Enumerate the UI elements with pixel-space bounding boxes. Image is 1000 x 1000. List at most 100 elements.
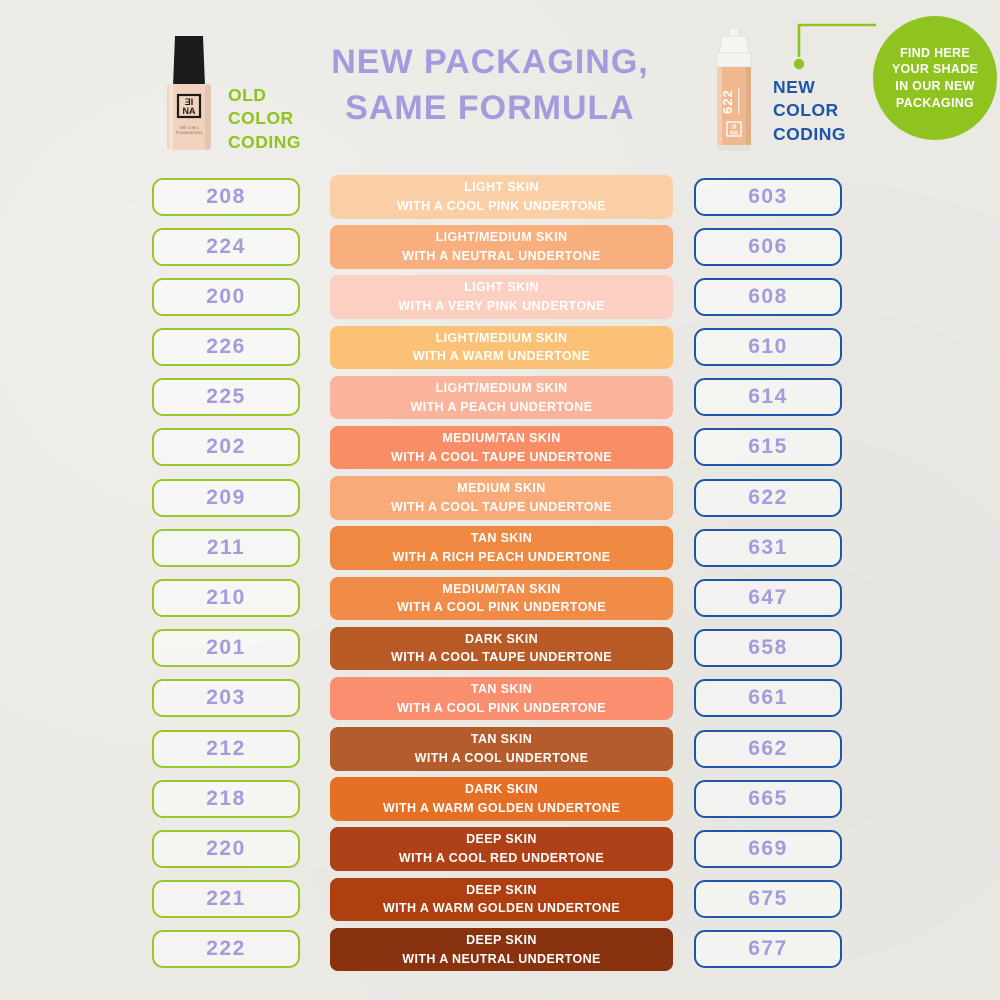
skin-description-bar: LIGHT SKIN WITH A COOL PINK UNDERTONE xyxy=(330,175,673,219)
table-row: 220 DEEP SKIN WITH A COOL RED UNDERTONE 669 xyxy=(0,824,1000,874)
new-bottle-logo-top: ƎI xyxy=(731,125,737,131)
skin-type: LIGHT/MEDIUM SKIN xyxy=(435,230,568,245)
skin-description-bar: DEEP SKIN WITH A NEUTRAL UNDERTONE xyxy=(330,927,673,972)
undertone: WITH A COOL TAUPE UNDERTONE xyxy=(391,499,612,514)
old-shade-code: 201 xyxy=(152,629,300,668)
old-shade-code: 225 xyxy=(152,378,300,417)
undertone: WITH A PEACH UNDERTONE xyxy=(410,399,593,414)
new-shade-code: 608 xyxy=(694,277,842,316)
old-shade-code: 211 xyxy=(152,528,300,567)
undertone: WITH A COOL PINK UNDERTONE xyxy=(396,600,606,615)
undertone: WITH A WARM GOLDEN UNDERTONE xyxy=(382,801,621,815)
new-shade-code: 631 xyxy=(694,528,842,567)
new-shade-code: 662 xyxy=(694,729,842,768)
new-shade-code: 665 xyxy=(694,779,842,818)
old-bottle-logo-bottom: NA xyxy=(183,106,196,116)
skin-description-bar: TAN SKIN WITH A COOL UNDERTONE xyxy=(330,727,673,771)
undertone: WITH A COOL TAUPE UNDERTONE xyxy=(391,449,612,464)
old-shade-code: 221 xyxy=(152,880,300,919)
find-shade-badge: FIND HERE YOUR SHADE IN OUR NEW PACKAGIN… xyxy=(873,16,997,140)
skin-type: DEEP SKIN xyxy=(466,832,537,847)
table-row: 222 DEEP SKIN WITH A NEUTRAL UNDERTONE 677 xyxy=(0,925,1000,975)
table-row: 212 TAN SKIN WITH A COOL UNDERTONE 662 xyxy=(0,724,1000,774)
skin-description-bar: MEDIUM/TAN SKIN WITH A COOL PINK UNDERTON… xyxy=(330,576,673,620)
new-bottle-base xyxy=(717,145,751,151)
old-shade-code: 218 xyxy=(152,779,300,818)
old-shade-code: 226 xyxy=(152,328,300,367)
table-row: 210 MEDIUM/TAN SKIN WITH A COOL PINK UNDER… xyxy=(0,574,1000,624)
old-coding-line2: COLOR xyxy=(228,108,294,129)
undertone: WITH A VERY PINK UNDERTONE xyxy=(398,299,605,314)
old-shade-code: 202 xyxy=(152,428,300,467)
new-shade-code: 603 xyxy=(694,177,842,216)
old-shade-code: 203 xyxy=(152,679,300,718)
old-shade-code: 208 xyxy=(152,177,300,216)
skin-description-bar: DEEP SKIN WITH A COOL RED UNDERTONE xyxy=(330,827,673,871)
new-shade-code: 622 xyxy=(694,478,842,517)
undertone: WITH A COOL PINK UNDERTONE xyxy=(396,700,606,715)
table-row: 211 TAN SKIN WITH A RICH PEACH UNDERTONE 63… xyxy=(0,523,1000,573)
skin-description-bar: LIGHT/MEDIUM SKIN WITH A PEACH UNDERTONE xyxy=(330,375,673,420)
undertone: WITH A COOL RED UNDERTONE xyxy=(398,851,605,866)
skin-description-bar: LIGHT SKIN WITH A VERY PINK UNDERTONE xyxy=(330,275,673,319)
new-color-coding-label: NEW COLOR CODING xyxy=(773,76,846,146)
skin-description-bar: DARK SKIN WITH A COOL TAUPE UNDERTONE xyxy=(330,626,673,671)
undertone: WITH A WARM UNDERTONE xyxy=(412,349,591,364)
skin-description-bar: MEDIUM SKIN WITH A COOL TAUPE UNDERTONE xyxy=(330,476,673,520)
old-color-coding-label: OLD COLOR CODING xyxy=(228,84,301,154)
skin-type: TAN SKIN xyxy=(470,681,533,696)
new-shade-code: 614 xyxy=(694,378,842,417)
table-row: 209 MEDIUM SKIN WITH A COOL TAUPE UNDERTON… xyxy=(0,473,1000,523)
old-bottle-text-line1: THE 3 IN 1 xyxy=(179,125,200,130)
table-row: 224 LIGHT/MEDIUM SKIN WITH A NEUTRAL UNDER… xyxy=(0,222,1000,272)
old-coding-line1: OLD xyxy=(228,85,267,105)
old-shade-code: 220 xyxy=(152,829,300,868)
old-bottle-cap xyxy=(173,36,205,86)
table-row: 203 TAN SKIN WITH A COOL PINK UNDERTONE 661 xyxy=(0,674,1000,724)
table-row: 218 DARK SKIN WITH A WARM GOLDEN UNDERTONE… xyxy=(0,774,1000,824)
undertone: WITH A RICH PEACH UNDERTONE xyxy=(392,550,611,565)
undertone: WITH A NEUTRAL UNDERTONE xyxy=(402,248,601,263)
new-shade-code: 669 xyxy=(694,829,842,868)
old-shade-code: 210 xyxy=(152,579,300,617)
new-shade-code: 606 xyxy=(694,227,842,266)
skin-description-bar: TAN SKIN WITH A RICH PEACH UNDERTONE xyxy=(330,526,673,570)
new-bottle-logo-bottom: NA xyxy=(730,131,738,137)
old-shade-code: 224 xyxy=(152,227,300,266)
new-shade-code: 661 xyxy=(694,679,842,718)
skin-type: DEEP SKIN xyxy=(466,932,537,947)
skin-type: TAN SKIN xyxy=(470,732,533,747)
new-foundation-bottle: 622 ƎI NA xyxy=(716,27,752,151)
old-shade-code: 209 xyxy=(152,478,300,517)
undertone: WITH A NEUTRAL UNDERTONE xyxy=(402,951,601,966)
new-shade-code: 615 xyxy=(694,428,842,467)
old-bottle-logo-top: ƎI xyxy=(185,97,194,107)
skin-description-bar: TAN SKIN WITH A COOL PINK UNDERTONE xyxy=(330,676,673,721)
table-row: 221 DEEP SKIN WITH A WARM GOLDEN UNDERTONE… xyxy=(0,875,1000,925)
new-coding-line3: CODING xyxy=(773,123,846,144)
badge-line4: PACKAGING xyxy=(895,95,975,110)
badge-line1: FIND HERE xyxy=(899,45,971,60)
page-title-line2: SAME FORMULA xyxy=(345,88,635,127)
connector-line xyxy=(793,23,876,70)
table-row: 200 LIGHT SKIN WITH A VERY PINK UNDERTONE 6… xyxy=(0,272,1000,322)
table-row: 201 DARK SKIN WITH A COOL TAUPE UNDERTONE 6… xyxy=(0,624,1000,674)
new-shade-code: 677 xyxy=(694,930,842,969)
skin-type: MEDIUM SKIN xyxy=(457,481,546,496)
table-row: 225 LIGHT/MEDIUM SKIN WITH A PEACH UNDERTO… xyxy=(0,373,1000,423)
new-bottle-shade-number: 622 xyxy=(720,89,735,114)
skin-description-bar: MEDIUM/TAN SKIN WITH A COOL TAUPE UNDERTO… xyxy=(330,425,673,470)
skin-description-bar: LIGHT/MEDIUM SKIN WITH A WARM UNDERTONE xyxy=(330,325,673,370)
skin-type: TAN SKIN xyxy=(470,531,533,546)
conversion-table: 208 LIGHT SKIN WITH A COOL PINK UNDERTONE 6… xyxy=(0,172,1000,975)
new-coding-line1: NEW xyxy=(773,77,816,97)
badge-line3: IN OUR NEW xyxy=(895,79,975,93)
new-shade-code: 675 xyxy=(694,880,842,919)
page-title: NEW PACKAGING, SAME FORMULA xyxy=(272,40,708,132)
undertone: WITH A COOL TAUPE UNDERTONE xyxy=(391,650,612,665)
old-shade-code: 212 xyxy=(152,729,300,768)
old-shade-code: 222 xyxy=(152,930,300,969)
skin-type: LIGHT/MEDIUM SKIN xyxy=(435,330,568,345)
skin-type: DARK SKIN xyxy=(464,782,539,797)
skin-type: LIGHT SKIN xyxy=(464,180,539,194)
